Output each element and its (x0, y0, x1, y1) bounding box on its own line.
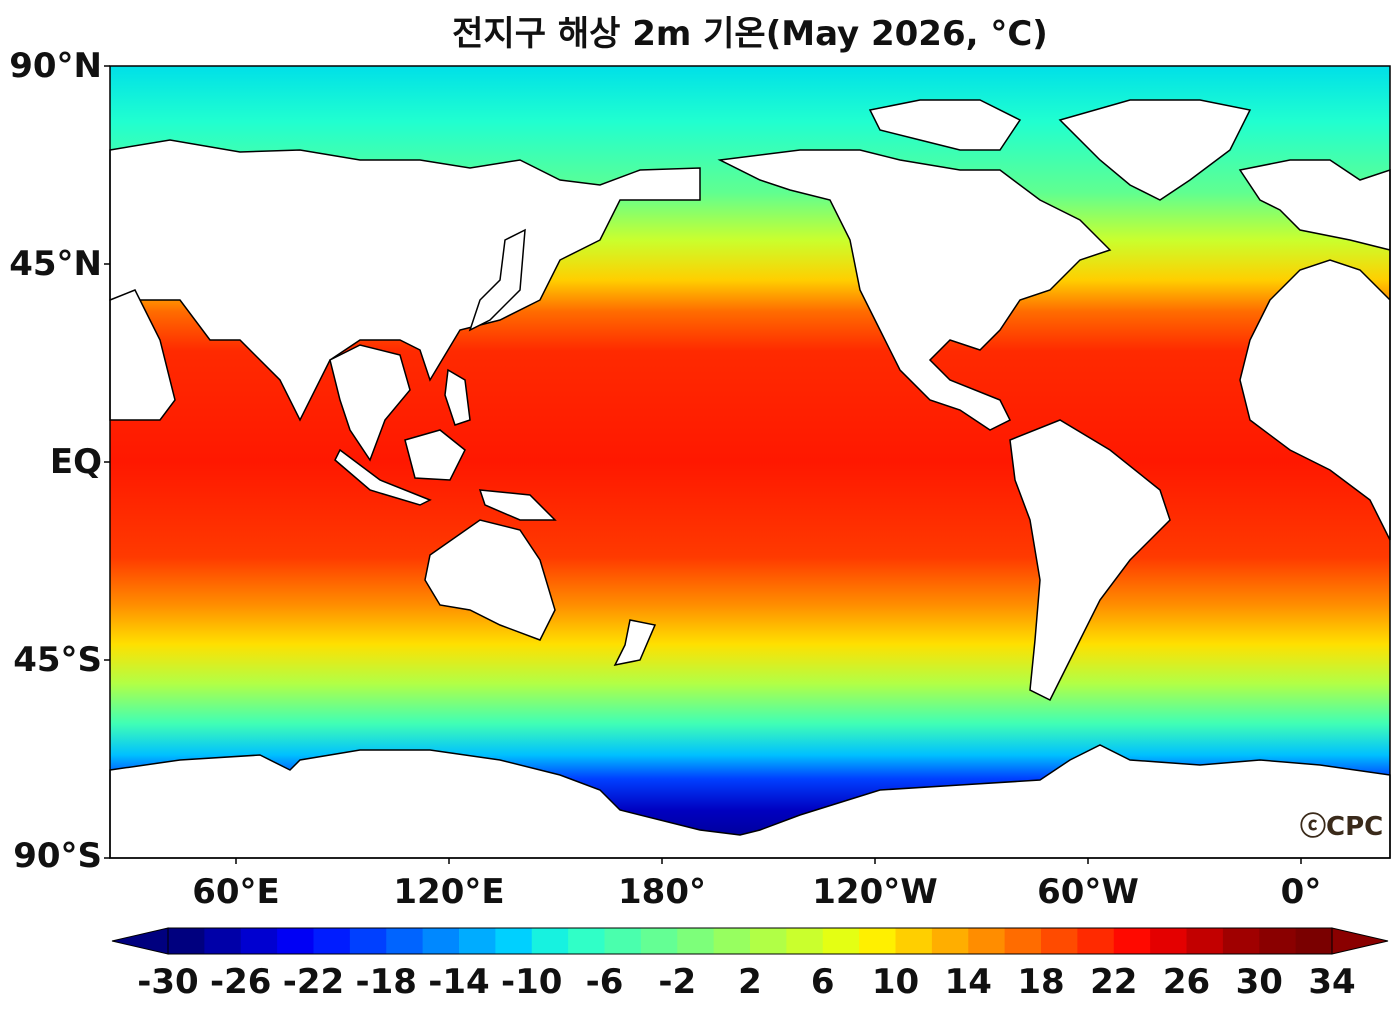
colorbar-cell (640, 928, 678, 954)
colorbar-cell (786, 928, 824, 954)
colorbar-tick-label: 30 (1235, 962, 1283, 1002)
colorbar-tick-label: 22 (1090, 962, 1138, 1002)
map-title: 전지구 해상 2m 기온(May 2026, °C) (452, 14, 1048, 54)
land-arctic-islands (868, 99, 1022, 151)
colorbar-cell (386, 928, 424, 954)
colorbar-cell (859, 928, 897, 954)
lon-label-120e: 120°E (393, 872, 505, 912)
colorbar-cell (713, 928, 751, 954)
colorbar-cell (1259, 928, 1297, 954)
land-europe-africa-east (1238, 159, 1391, 541)
colorbar-cell (677, 928, 715, 954)
land-greenland (1058, 99, 1252, 201)
lon-label-180: 180° (618, 872, 706, 912)
lat-label-45s: 45°S (13, 640, 102, 680)
lat-label-45n: 45°N (9, 244, 102, 284)
lat-ticks (104, 65, 110, 859)
colorbar-tick-label: -10 (501, 962, 563, 1002)
colorbar-cell (1186, 928, 1224, 954)
land-sumatra (334, 448, 432, 506)
land-africa-west (109, 139, 701, 422)
colorbar-arrow-min (111, 927, 169, 955)
colorbar-cell (277, 928, 315, 954)
colorbar-tick-label: 34 (1308, 962, 1356, 1002)
colorbar-tick-label: 18 (1017, 962, 1065, 1002)
colorbar-frame (167, 927, 1333, 955)
colorbar-cell (1113, 928, 1151, 954)
colorbar-cell (240, 928, 278, 954)
land-philippines (444, 368, 471, 426)
lat-label-eq: EQ (49, 442, 102, 482)
land-australia (424, 519, 556, 641)
colorbar-cell (568, 928, 606, 954)
colorbar-cell (168, 928, 205, 954)
colorbar-cell (459, 928, 496, 954)
colorbar-tick-label: -30 (137, 962, 199, 1002)
cpc-logo: ⓒCPC (1300, 812, 1384, 842)
land-masses (109, 99, 1391, 859)
colorbar-tick-label: -22 (282, 962, 345, 1002)
colorbar-cell (750, 928, 787, 954)
colorbar-tick-label: -14 (428, 962, 490, 1002)
land-borneo (404, 429, 466, 481)
colorbar-cell (313, 928, 351, 954)
land-north-america (717, 149, 1112, 431)
colorbar-cell (1222, 928, 1260, 954)
colorbar-tick-label: 14 (944, 962, 992, 1002)
lon-label-60e: 60°E (192, 872, 280, 912)
colorbar-cell (1150, 928, 1188, 954)
colorbar-cell (422, 928, 460, 954)
colorbar-cell (968, 928, 1006, 954)
lat-label-90n: 90°N (9, 46, 102, 86)
colorbar-tick-label: 6 (810, 962, 835, 1002)
colorbar-cell (604, 928, 642, 954)
lon-label-120w: 120°W (812, 872, 938, 912)
colorbar-arrow-max (1331, 927, 1389, 955)
colorbar-cell (349, 928, 387, 954)
land-south-america (1009, 419, 1171, 702)
lon-label-60w: 60°W (1037, 872, 1139, 912)
colorbar-cell (1295, 928, 1333, 954)
colorbar-tick-label: -26 (210, 962, 272, 1002)
lon-label-0: 0° (1280, 872, 1322, 912)
lon-ticks (235, 858, 1302, 864)
colorbar-cell (895, 928, 933, 954)
colorbar-tick-label: 2 (738, 962, 762, 1002)
colorbar-cell (1077, 928, 1115, 954)
colorbar-tick-label: 26 (1162, 962, 1211, 1002)
colorbar-cell (495, 928, 533, 954)
land-japan (468, 228, 526, 332)
colorbar-tick-label: -18 (355, 962, 417, 1002)
colorbar-cell (822, 928, 860, 954)
colorbar-cell (931, 928, 969, 954)
colorbar-tick-label: -6 (585, 962, 624, 1002)
land-se-asia (329, 344, 411, 462)
colorbar-cell (531, 928, 569, 954)
land-antarctica (109, 744, 1391, 859)
colorbar-cell (1041, 928, 1078, 954)
land-new-zealand (613, 619, 657, 667)
lat-label-90s: 90°S (13, 836, 102, 876)
land-new-guinea (478, 489, 557, 521)
colorbar-cell (1004, 928, 1042, 954)
land-africa-horn (109, 289, 176, 421)
colorbar-cell (204, 928, 242, 954)
colorbar-tick-label: -2 (658, 962, 697, 1002)
colorbar-tick-label: 10 (871, 962, 920, 1002)
